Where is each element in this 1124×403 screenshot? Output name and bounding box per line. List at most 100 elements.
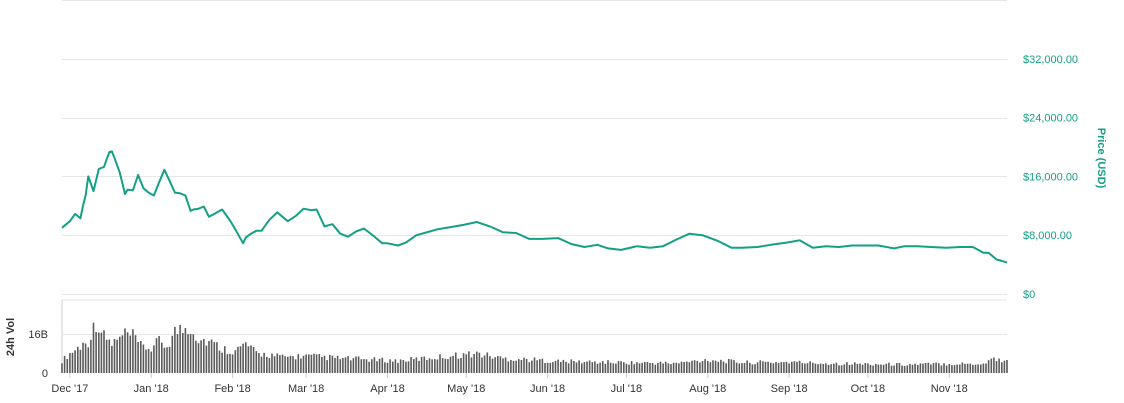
volume-bar <box>667 363 670 373</box>
volume-bar <box>714 360 717 373</box>
volume-bar <box>357 356 360 373</box>
volume-bar <box>633 364 636 373</box>
date-tick-label: Jun '18 <box>530 383 565 395</box>
volume-bar <box>985 363 987 373</box>
date-tick-label: Dec '17 <box>51 383 88 395</box>
volume-bar <box>712 360 714 373</box>
volume-bar <box>814 363 817 373</box>
volume-bar <box>407 361 410 373</box>
volume-bar <box>772 363 775 373</box>
volume-bar <box>775 362 777 373</box>
volume-bar <box>780 362 783 373</box>
volume-bar <box>623 362 625 373</box>
volume-bar <box>271 353 273 373</box>
volume-bar <box>66 359 69 373</box>
volume-bar <box>457 358 460 373</box>
volume-bar <box>861 364 864 373</box>
volume-bar <box>651 363 654 373</box>
volume-bar <box>266 356 268 373</box>
volume-bar <box>279 355 281 373</box>
volume-bar <box>276 353 279 373</box>
volume-bar <box>730 359 733 373</box>
volume-bar <box>751 364 754 373</box>
volume-bar <box>189 333 192 373</box>
volume-bar <box>310 354 313 373</box>
volume-bar <box>822 363 825 373</box>
volume-bar <box>350 360 352 373</box>
volume-bar <box>323 355 326 373</box>
volume-bar <box>846 362 848 373</box>
volume-bar <box>439 354 441 373</box>
volume-bar <box>468 351 470 373</box>
volume-bar <box>709 362 712 373</box>
volume-bar <box>523 357 525 373</box>
volume-bar <box>318 354 321 373</box>
volume-bar <box>783 362 785 373</box>
volume-bar <box>575 362 578 373</box>
volume-bar <box>707 360 709 373</box>
volume-bar <box>210 339 213 373</box>
volume-bar <box>906 365 909 373</box>
volume-bar <box>840 365 843 373</box>
volume-bar <box>334 357 336 373</box>
volume-bar <box>688 362 691 373</box>
volume-bar <box>882 364 885 373</box>
date-tick-label: Sep '18 <box>771 383 808 395</box>
volume-bar <box>124 328 126 373</box>
volume-bar <box>260 356 263 373</box>
volume-bar <box>801 363 804 373</box>
volume-bar <box>486 352 489 373</box>
volume-bar <box>749 362 751 373</box>
volume-bar <box>909 363 911 373</box>
volume-bar <box>998 358 1000 373</box>
volume-bar <box>140 341 142 373</box>
volume-bar <box>867 363 869 373</box>
volume-bar <box>150 351 153 373</box>
volume-bar <box>980 364 982 373</box>
volume-bar <box>911 364 914 373</box>
volume-bar <box>313 353 315 373</box>
volume-bar <box>507 361 510 373</box>
volume-bar <box>819 363 822 373</box>
volume-bar <box>103 330 105 373</box>
volume-bar <box>654 364 657 373</box>
volume-bar <box>565 361 567 373</box>
volume-bar <box>835 362 838 373</box>
volume-bar <box>292 356 294 373</box>
price-series-line[interactable] <box>61 150 1008 264</box>
volume-bar <box>877 364 880 373</box>
volume-bar <box>672 362 675 373</box>
volume-bar <box>966 363 969 373</box>
volume-bar <box>977 364 979 373</box>
volume-bar <box>560 361 562 373</box>
volume-bar <box>596 363 599 373</box>
volume-bar <box>588 360 591 373</box>
volume-bar <box>987 360 990 373</box>
volume-bar <box>268 358 271 373</box>
volume-bar <box>145 349 147 373</box>
date-tick-label: Aug '18 <box>689 383 726 395</box>
volume-bar <box>386 362 389 373</box>
volume-bar <box>951 365 953 373</box>
volume-bar <box>184 328 187 373</box>
volume-bar <box>993 357 995 373</box>
volume-bar <box>586 361 588 373</box>
date-tick-label: Mar '18 <box>288 383 324 395</box>
price-tick-label: $8,000.00 <box>1023 230 1072 242</box>
date-tick-label: May '18 <box>447 383 485 395</box>
volume-bar <box>245 342 247 373</box>
volume-bar <box>179 324 181 373</box>
volume-tick-label: 16B <box>28 329 48 341</box>
volume-bar <box>321 357 323 373</box>
volume-bar <box>465 354 468 373</box>
volume-bar <box>250 345 252 373</box>
volume-bar <box>218 350 221 373</box>
volume-bar <box>192 334 195 373</box>
volume-bar <box>777 363 780 373</box>
volume-bar <box>373 357 376 373</box>
volume-bar <box>216 342 218 373</box>
volume-bar <box>1003 360 1006 373</box>
volume-bar <box>308 354 310 373</box>
volume-bar <box>237 346 239 373</box>
volume-bar <box>602 361 604 373</box>
